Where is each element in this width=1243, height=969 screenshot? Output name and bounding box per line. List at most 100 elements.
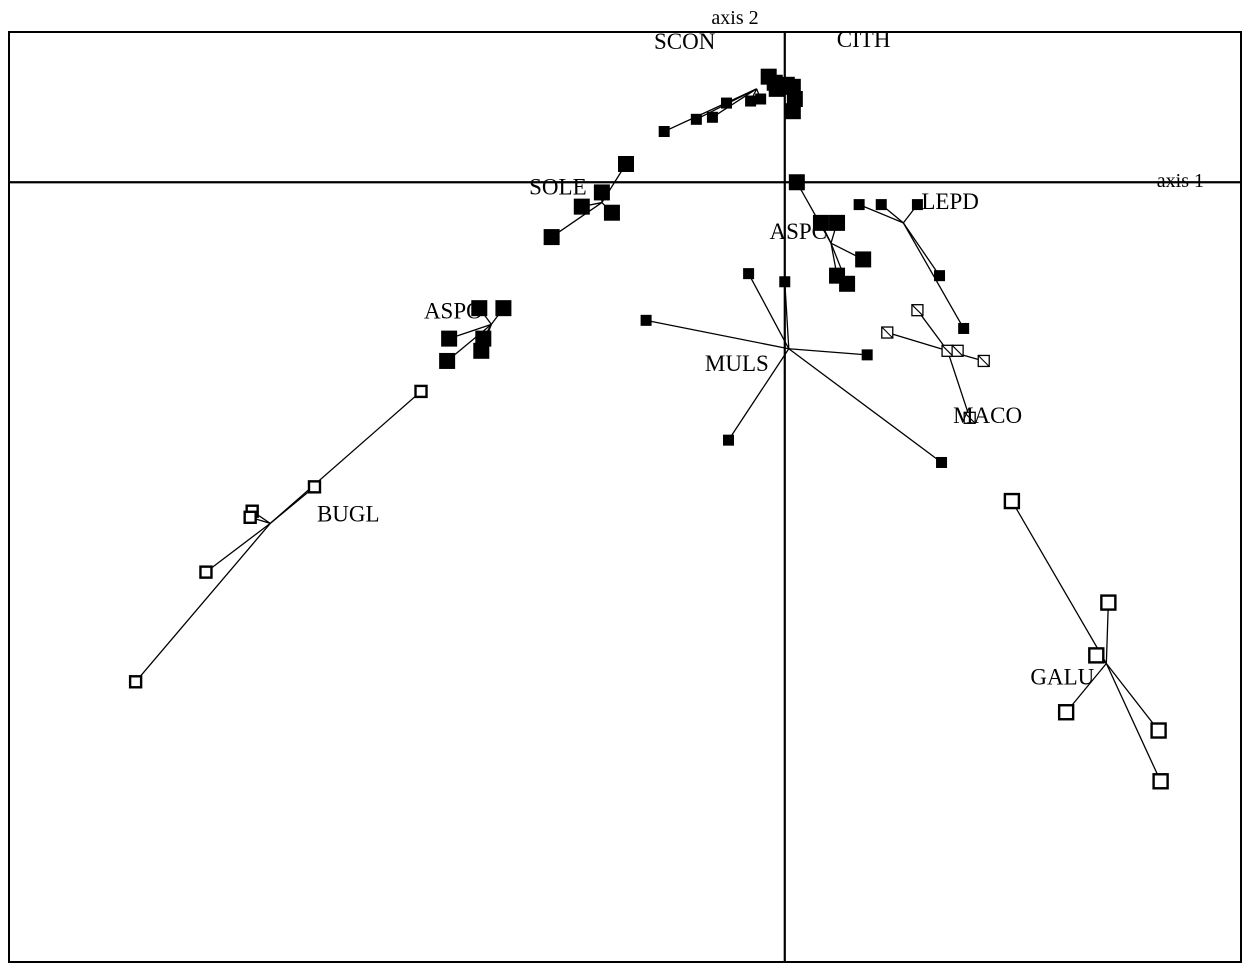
point-cith-7 xyxy=(784,103,801,120)
point-aspo-2 xyxy=(495,300,512,317)
point-aspo-3 xyxy=(441,330,458,347)
point-maco-5 xyxy=(977,354,990,368)
point-lepd-3 xyxy=(911,199,923,211)
point-scon-4 xyxy=(720,97,732,109)
spoke-galu-5 xyxy=(1105,663,1160,731)
spoke-galu-1 xyxy=(1011,500,1107,664)
point-aspo-4 xyxy=(475,330,492,347)
point-maco-3-hatch xyxy=(941,344,954,357)
point-sole-5 xyxy=(543,229,560,246)
point-lepd-2 xyxy=(875,199,887,211)
point-muls-5 xyxy=(723,434,735,446)
point-bugl-5 xyxy=(199,565,213,579)
point-lepd-1 xyxy=(853,199,865,211)
point-cith-6 xyxy=(786,91,803,108)
spoke-muls-4 xyxy=(788,348,868,356)
point-maco-2-hatch xyxy=(881,326,894,339)
spoke-muls-5 xyxy=(727,348,790,441)
axes-layer xyxy=(9,32,1241,962)
labels-layer: SCON CITH SOLE ASPO ASPC LEPD MULS MACO BUGL GALU xyxy=(317,27,1095,690)
label-bugl: BUGL xyxy=(317,501,380,526)
spoke-lepd-1 xyxy=(858,203,904,224)
point-aspc-1 xyxy=(788,174,805,191)
label-sole: SOLE xyxy=(529,175,587,200)
spoke-lepd-5 xyxy=(902,222,965,329)
point-maco-1-hatch xyxy=(911,304,924,317)
point-galu-1 xyxy=(1003,492,1021,510)
point-aspc-2 xyxy=(812,214,829,231)
spoke-scon-3 xyxy=(712,88,757,118)
label-cith: CITH xyxy=(837,27,891,52)
spoke-galu-2 xyxy=(1105,602,1110,664)
spoke-bugl-5 xyxy=(205,522,271,573)
point-aspo-1 xyxy=(471,300,488,317)
spokes-layer xyxy=(135,76,1162,782)
point-bugl-1 xyxy=(414,384,428,399)
point-muls-3 xyxy=(640,314,652,326)
point-maco-4 xyxy=(951,344,964,357)
x-axis-title: axis 1 xyxy=(1157,170,1204,192)
point-galu-5 xyxy=(1150,722,1167,739)
spoke-galu-6 xyxy=(1105,663,1162,782)
spoke-muls-3 xyxy=(645,319,789,350)
spoke-muls-6 xyxy=(788,348,942,464)
point-aspo-5 xyxy=(473,342,490,359)
point-aspc-4 xyxy=(855,251,872,268)
point-aspc-3 xyxy=(829,214,846,231)
point-galu-2 xyxy=(1100,594,1117,611)
point-maco-4-hatch xyxy=(951,344,964,357)
point-lepd-4 xyxy=(934,270,946,282)
point-scon-5 xyxy=(745,95,757,107)
point-lepd-5 xyxy=(958,322,970,334)
point-sole-4 xyxy=(573,198,590,215)
spoke-sole-5 xyxy=(551,202,603,238)
spoke-bugl-1 xyxy=(269,390,422,524)
point-muls-4 xyxy=(861,349,873,361)
label-aspc: ASPC xyxy=(769,219,827,244)
point-galu-6 xyxy=(1152,773,1169,790)
spoke-maco-1 xyxy=(916,309,949,352)
point-scon-1 xyxy=(658,125,670,137)
point-maco-6 xyxy=(963,411,976,424)
spoke-bugl-6 xyxy=(135,522,271,683)
spoke-muls-1 xyxy=(748,273,790,350)
point-maco-5-hatch xyxy=(977,355,990,367)
point-muls-6 xyxy=(936,456,948,468)
label-maco: MACO xyxy=(953,403,1022,428)
point-scon-6 xyxy=(755,93,767,105)
y-axis-title: axis 2 xyxy=(711,7,758,29)
point-maco-2 xyxy=(881,326,894,339)
point-galu-3 xyxy=(1088,647,1105,664)
point-sole-3 xyxy=(603,204,620,221)
point-aspc-6 xyxy=(839,275,856,292)
label-lepd: LEPD xyxy=(921,189,979,214)
label-muls: MULS xyxy=(705,351,769,376)
point-maco-6-hatch xyxy=(963,411,976,424)
plot-frame xyxy=(8,31,1242,963)
point-scon-2 xyxy=(690,113,702,125)
point-cith-5 xyxy=(784,78,801,95)
label-aspo: ASPO xyxy=(424,298,483,323)
point-maco-3 xyxy=(941,344,954,357)
point-muls-1 xyxy=(743,268,755,280)
point-bugl-4 xyxy=(243,510,257,525)
point-galu-4 xyxy=(1057,704,1075,721)
spoke-maco-2 xyxy=(887,331,948,352)
point-aspo-6 xyxy=(439,352,456,369)
points-layer xyxy=(128,68,1169,790)
point-bugl-6 xyxy=(128,675,143,689)
point-bugl-2 xyxy=(307,480,322,494)
spoke-lepd-4 xyxy=(902,222,941,277)
point-sole-1 xyxy=(618,155,635,172)
spoke-muls-2 xyxy=(784,281,790,349)
point-maco-1 xyxy=(911,304,924,317)
label-scon: SCON xyxy=(654,29,716,54)
point-scon-3 xyxy=(706,111,718,123)
spoke-maco-6 xyxy=(946,350,971,419)
point-muls-2 xyxy=(779,276,791,288)
spoke-bugl-2 xyxy=(269,486,315,524)
label-galu: GALU xyxy=(1030,665,1094,690)
point-sole-2 xyxy=(593,184,610,201)
